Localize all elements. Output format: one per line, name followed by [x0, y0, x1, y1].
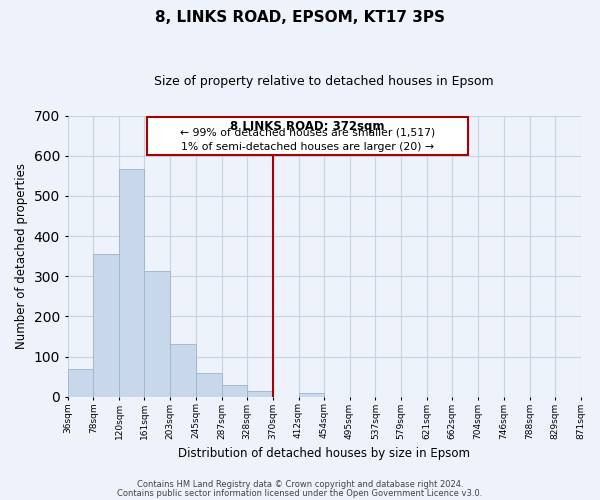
Bar [299, 393, 325, 396]
X-axis label: Distribution of detached houses by size in Epsom: Distribution of detached houses by size … [178, 447, 470, 460]
Text: 8 LINKS ROAD: 372sqm: 8 LINKS ROAD: 372sqm [230, 120, 385, 133]
Text: 1% of semi-detached houses are larger (20) →: 1% of semi-detached houses are larger (2… [181, 142, 434, 152]
Text: ← 99% of detached houses are smaller (1,517): ← 99% of detached houses are smaller (1,… [180, 128, 435, 138]
Bar [119, 168, 145, 396]
FancyBboxPatch shape [147, 117, 467, 155]
Bar [68, 368, 94, 396]
Title: Size of property relative to detached houses in Epsom: Size of property relative to detached ho… [154, 75, 494, 88]
Text: Contains HM Land Registry data © Crown copyright and database right 2024.: Contains HM Land Registry data © Crown c… [137, 480, 463, 489]
Bar [222, 386, 247, 396]
Bar [145, 272, 170, 396]
Bar [196, 374, 222, 396]
Bar [94, 254, 119, 396]
Text: 8, LINKS ROAD, EPSOM, KT17 3PS: 8, LINKS ROAD, EPSOM, KT17 3PS [155, 10, 445, 25]
Y-axis label: Number of detached properties: Number of detached properties [15, 163, 28, 349]
Text: Contains public sector information licensed under the Open Government Licence v3: Contains public sector information licen… [118, 489, 482, 498]
Bar [170, 344, 196, 396]
Bar [247, 391, 273, 396]
